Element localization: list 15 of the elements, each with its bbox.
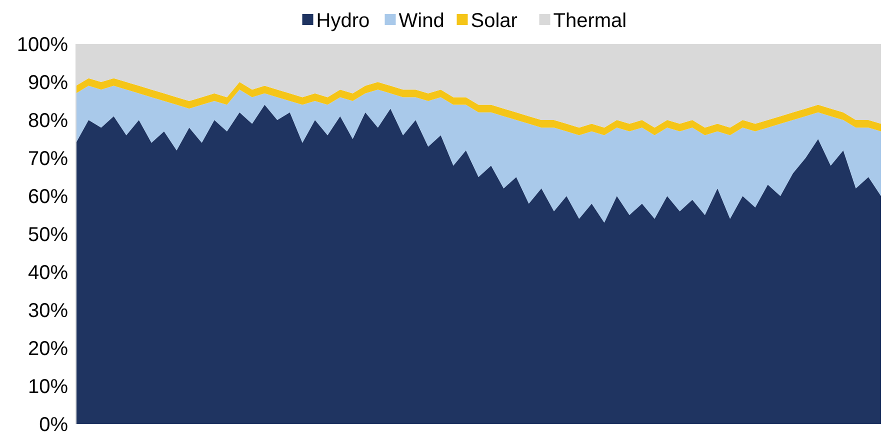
y-tick-label: 10% xyxy=(28,376,68,398)
legend-label: Solar xyxy=(470,10,518,32)
legend-label: Hydro xyxy=(316,10,370,32)
legend-label: Wind xyxy=(398,10,444,32)
y-tick-label: 50% xyxy=(28,224,68,246)
legend-label: Thermal xyxy=(553,10,627,32)
y-tick-label: 40% xyxy=(28,262,68,284)
y-tick-label: 100% xyxy=(16,34,68,56)
y-tick-label: 70% xyxy=(28,148,68,170)
y-tick-label: 30% xyxy=(28,300,68,322)
y-tick-label: 60% xyxy=(28,186,68,208)
y-tick-label: 0% xyxy=(39,414,68,435)
y-tick-label: 20% xyxy=(28,338,68,360)
y-tick-label: 80% xyxy=(28,110,68,132)
y-tick-label: 90% xyxy=(28,72,68,94)
